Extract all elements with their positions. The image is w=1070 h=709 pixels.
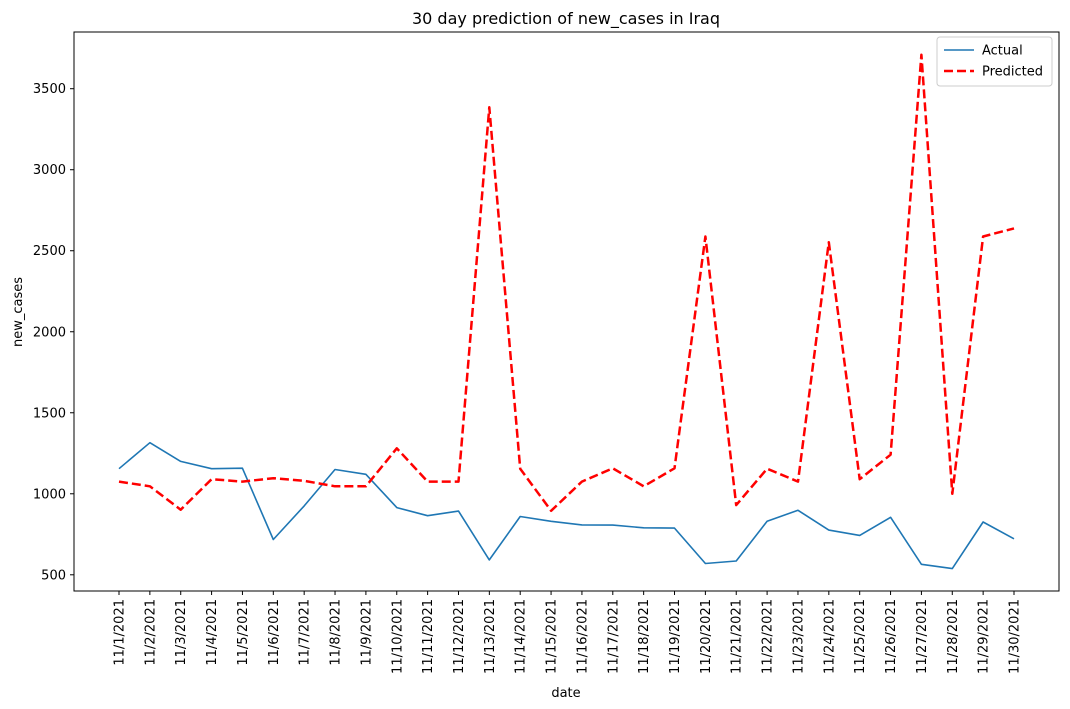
x-tick-label: 11/13/2021 xyxy=(483,599,498,674)
x-tick-label: 11/1/2021 xyxy=(113,599,128,666)
y-tick-label: 1500 xyxy=(33,406,66,421)
x-tick-label: 11/29/2021 xyxy=(977,599,992,674)
x-tick-label: 11/28/2021 xyxy=(946,599,961,674)
x-tick-label: 11/18/2021 xyxy=(637,599,652,674)
plot-frame xyxy=(73,31,1060,592)
x-tick-label: 11/7/2021 xyxy=(298,599,313,666)
y-tick-label: 3000 xyxy=(33,163,66,178)
y-tick-label: 3500 xyxy=(33,82,66,97)
x-tick-label: 11/23/2021 xyxy=(791,599,806,674)
y-tick-label: 1000 xyxy=(33,487,66,502)
legend-label-predicted: Predicted xyxy=(982,65,1043,80)
x-tick-label: 11/30/2021 xyxy=(1008,599,1023,674)
x-tick-label: 11/20/2021 xyxy=(699,599,714,674)
x-tick-label: 11/3/2021 xyxy=(174,599,189,666)
x-tick-label: 11/5/2021 xyxy=(236,599,251,666)
axes: 500 1000 1500 2000 2500 3000 3500 11/1/2021 11/2… xyxy=(33,31,1060,674)
x-tick-label: 11/12/2021 xyxy=(452,599,467,674)
x-tick-label: 11/19/2021 xyxy=(668,599,683,674)
chart-title: 30 day prediction of new_cases in Iraq xyxy=(412,9,720,29)
x-tick-label: 11/22/2021 xyxy=(761,599,776,674)
x-tick-label: 11/11/2021 xyxy=(421,599,436,674)
y-tick-label: 2000 xyxy=(33,325,66,340)
x-tick-label: 11/2/2021 xyxy=(143,599,158,666)
x-tick-label: 11/24/2021 xyxy=(822,599,837,674)
x-tick-label: 11/9/2021 xyxy=(359,599,374,666)
x-tick-label: 11/4/2021 xyxy=(205,599,220,666)
x-tick-label: 11/8/2021 xyxy=(329,599,344,666)
y-axis-label: new_cases xyxy=(11,277,26,347)
x-tick-label: 11/14/2021 xyxy=(514,599,529,674)
x-axis-label: date xyxy=(551,686,580,701)
legend-label-actual: Actual xyxy=(982,44,1023,59)
legend: Actual Predicted xyxy=(936,36,1053,87)
series-line-predicted xyxy=(118,53,1015,513)
x-tick-label: 11/16/2021 xyxy=(575,599,590,674)
x-tick-label: 11/10/2021 xyxy=(390,599,405,674)
x-tick-label: 11/15/2021 xyxy=(545,599,560,674)
series-group xyxy=(118,53,1015,570)
x-tick-label: 11/25/2021 xyxy=(853,599,868,674)
x-tick-label: 11/17/2021 xyxy=(606,599,621,674)
series-line-actual xyxy=(118,441,1015,570)
y-tick-label: 500 xyxy=(41,568,66,583)
x-tick-label: 11/27/2021 xyxy=(915,599,930,674)
x-tick-label: 11/21/2021 xyxy=(730,599,745,674)
x-tick-label: 11/26/2021 xyxy=(884,599,899,674)
x-tick-label: 11/6/2021 xyxy=(267,599,282,666)
y-tick-label: 2500 xyxy=(33,244,66,259)
